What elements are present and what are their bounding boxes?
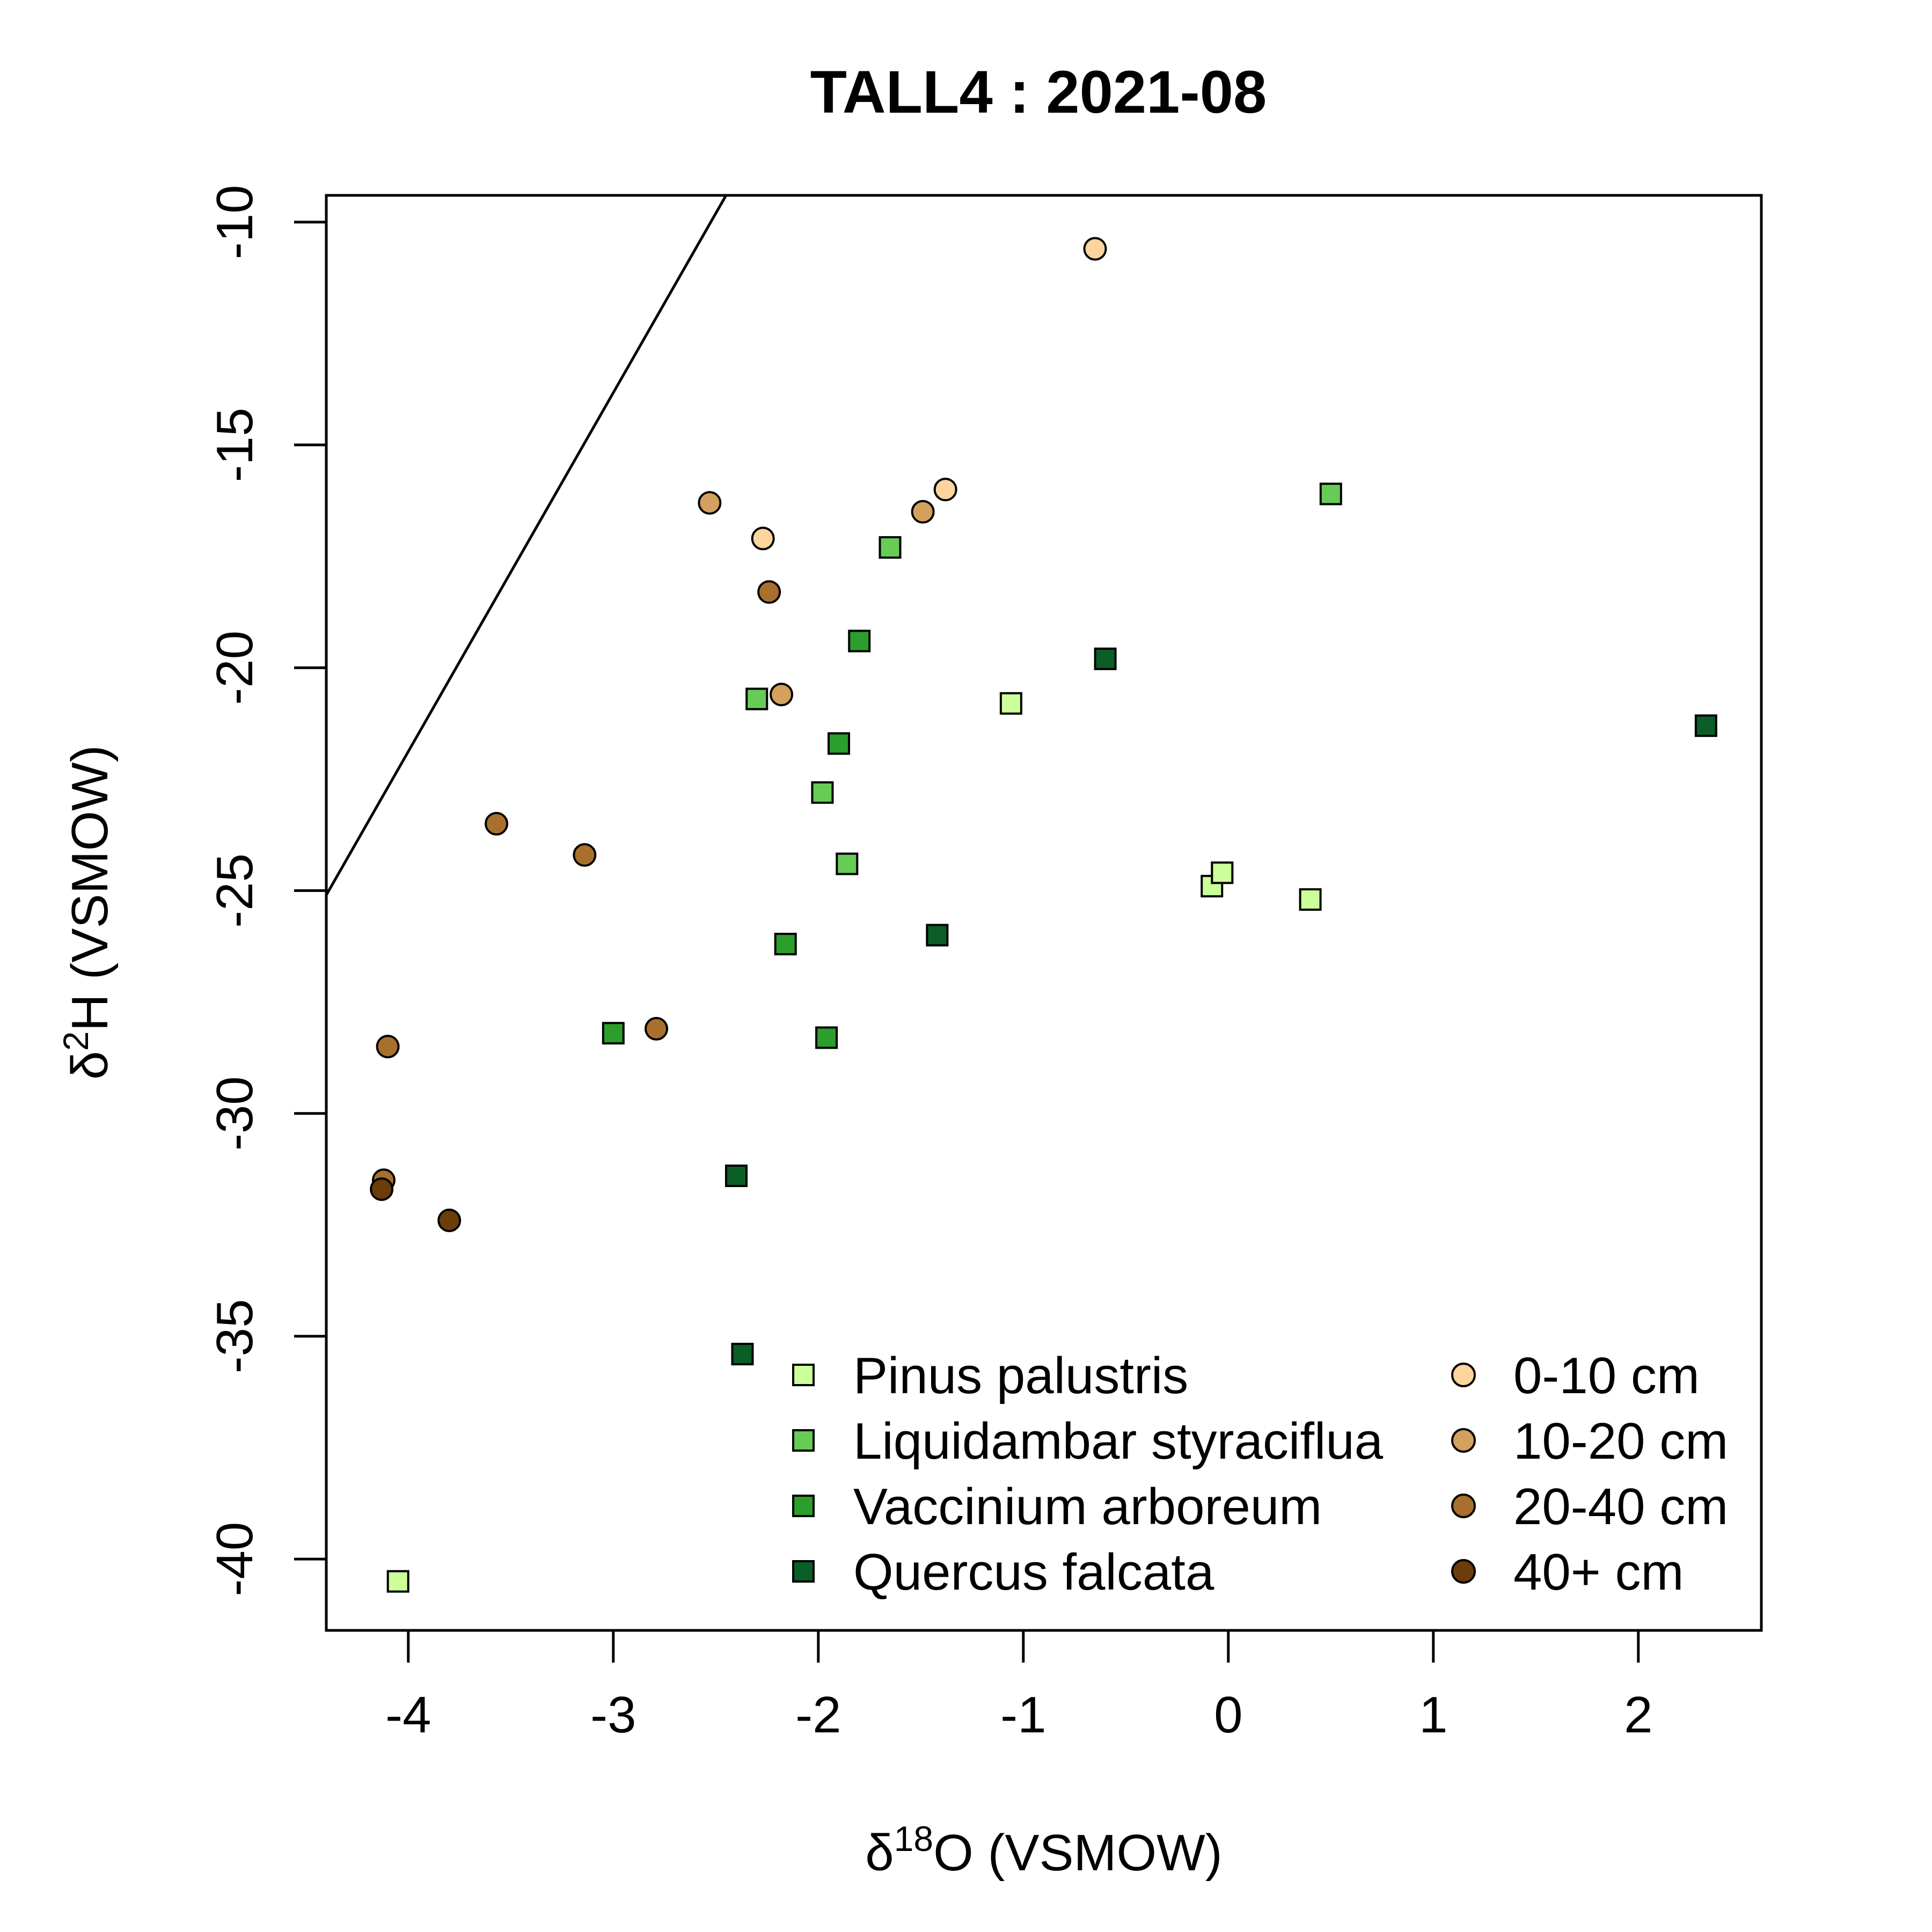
x-label-sup: 18	[894, 1819, 933, 1858]
y-label-delta: δ	[61, 1051, 119, 1079]
y-tick-label: -15	[206, 408, 264, 482]
legend-label: Quercus falcata	[853, 1543, 1214, 1601]
data-point	[1694, 714, 1717, 737]
legend-label: 10-20 cm	[1513, 1413, 1728, 1470]
data-point	[370, 1177, 394, 1201]
x-tick-label: -2	[795, 1686, 841, 1744]
data-point	[879, 536, 902, 559]
data-point	[911, 500, 935, 524]
x-tick-label: -3	[590, 1686, 636, 1744]
data-point	[1094, 647, 1117, 670]
reference-line-layer	[326, 195, 728, 896]
y-axis: -40 -35 -30 -25 -20 -15 -10	[206, 185, 328, 1597]
x-tick-label: 1	[1419, 1686, 1447, 1744]
data-point	[848, 630, 871, 653]
legend-label: 40+ cm	[1513, 1543, 1684, 1601]
legend-marker	[1451, 1494, 1476, 1518]
data-point	[386, 1570, 409, 1593]
legend-label: Liquidambar styraciflua	[853, 1413, 1384, 1470]
legend-label: 0-10 cm	[1513, 1347, 1700, 1404]
data-point	[999, 692, 1022, 715]
data-point	[1299, 888, 1322, 911]
x-tick-label: 2	[1624, 1686, 1652, 1744]
data-point	[774, 933, 797, 956]
legend-marker	[792, 1429, 815, 1452]
data-point	[933, 478, 957, 502]
y-tick-label: -35	[206, 1299, 264, 1374]
legend-marker	[1451, 1559, 1476, 1584]
legend-marker	[1451, 1428, 1476, 1453]
data-point	[1211, 861, 1234, 884]
chart-title: TALL4 : 2021-08	[810, 58, 1267, 126]
data-point	[751, 526, 775, 551]
data-point	[828, 732, 850, 755]
data-point	[437, 1209, 462, 1232]
legend-marker	[792, 1495, 815, 1517]
data-point	[926, 924, 949, 947]
data-point	[757, 580, 781, 604]
data-point	[602, 1022, 625, 1045]
y-label-sup: 2	[56, 1031, 96, 1051]
data-point	[573, 843, 597, 867]
data-point	[645, 1016, 669, 1041]
y-label-rest: H (VSMOW)	[61, 745, 119, 1031]
y-tick-label: -40	[206, 1522, 264, 1597]
reference-line	[326, 195, 728, 896]
x-tick-label: 0	[1214, 1686, 1242, 1744]
y-tick-label: -10	[206, 185, 264, 259]
x-label-delta: δ	[865, 1824, 894, 1882]
data-point	[485, 811, 509, 836]
x-axis-label: δ18O (VSMOW)	[865, 1819, 1222, 1882]
legend-marker	[1451, 1363, 1476, 1387]
x-axis: -4 -3 -2 -1 0 1 2	[385, 1629, 1652, 1744]
data-point	[731, 1343, 754, 1366]
y-axis-label: δ2H (VSMOW)	[56, 745, 119, 1079]
data-point	[815, 1026, 838, 1049]
data-point	[836, 852, 859, 875]
legend-marker	[792, 1560, 815, 1583]
data-point	[770, 683, 794, 707]
data-point	[698, 491, 722, 515]
data-point	[376, 1035, 400, 1059]
y-tick-label: -20	[206, 631, 264, 705]
data-point	[1319, 482, 1342, 506]
legend-label: Pinus palustris	[853, 1347, 1188, 1404]
y-tick-label: -30	[206, 1076, 264, 1151]
legend-marker	[792, 1364, 815, 1386]
data-point	[1083, 237, 1107, 261]
data-point	[811, 781, 834, 804]
data-points-layer	[370, 237, 1717, 1593]
legend-label: Vaccinium arboreum	[853, 1478, 1322, 1535]
legend: Pinus palustris Liquidambar styraciflua Va…	[792, 1347, 1728, 1601]
x-tick-label: -1	[1000, 1686, 1046, 1744]
x-label-rest: O (VSMOW)	[933, 1824, 1223, 1882]
legend-label: 20-40 cm	[1513, 1478, 1728, 1535]
x-tick-label: -4	[385, 1686, 431, 1744]
y-tick-label: -25	[206, 853, 264, 928]
data-point	[725, 1164, 748, 1187]
data-point	[745, 687, 769, 711]
